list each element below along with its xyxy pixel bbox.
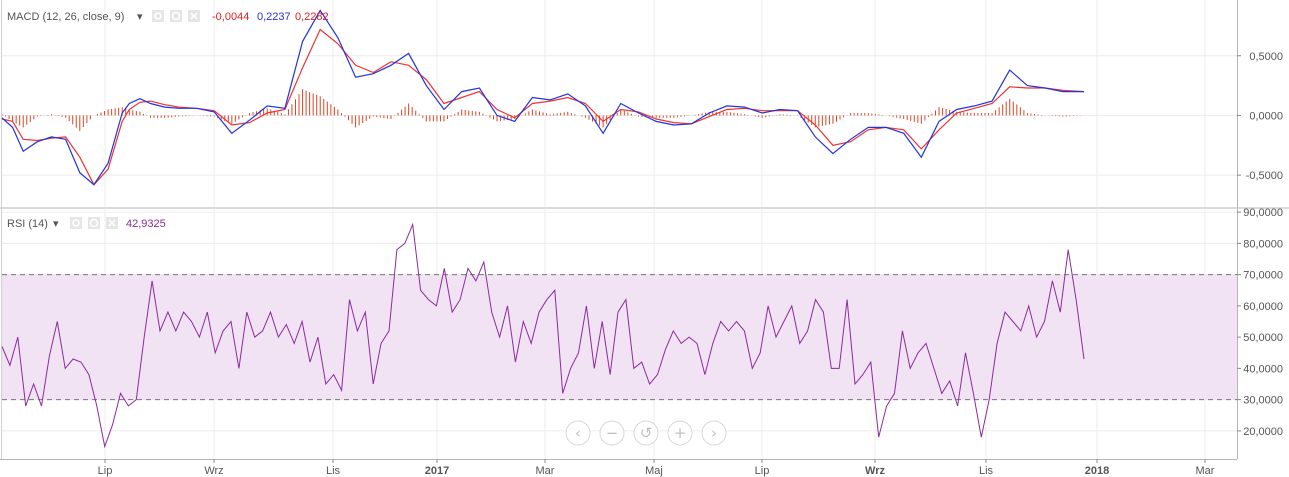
macd-signal-value: 0,2282 bbox=[295, 11, 329, 23]
navigation-controls: ‹ − ↺ + › bbox=[565, 420, 727, 446]
settings-icon[interactable] bbox=[152, 10, 164, 22]
y-tick-label: 0,5000 bbox=[1249, 51, 1283, 63]
macd-legend: MACD (12, 26, close, 9) ▾ -0,0044 0,2237… bbox=[7, 10, 329, 23]
nav-button-circle bbox=[667, 420, 693, 446]
y-tick-label: 90,0000 bbox=[1243, 207, 1283, 219]
x-tick-label: Wrz bbox=[865, 465, 885, 477]
nav-button-circle bbox=[565, 420, 591, 446]
y-tick-label: 20,0000 bbox=[1243, 426, 1283, 438]
y-axis-labels: 0,5000 0,0000 -0,5000 90,0000 80,0000 70,0000… bbox=[1237, 51, 1283, 438]
scroll-left-button[interactable]: ‹ bbox=[565, 420, 591, 446]
chevron-down-icon[interactable]: ▾ bbox=[53, 218, 59, 230]
series-lines bbox=[1, 9, 1085, 449]
close-icon[interactable] bbox=[106, 217, 118, 229]
plus-icon: + bbox=[674, 424, 687, 442]
x-tick-label: Lis bbox=[326, 465, 341, 477]
y-tick-label: 70,0000 bbox=[1243, 270, 1283, 282]
x-tick-label: Maj bbox=[645, 465, 663, 477]
pane-frames bbox=[0, 0, 1289, 460]
macd-histogram-value: -0,0044 bbox=[212, 11, 249, 23]
scroll-right-button[interactable]: › bbox=[701, 420, 727, 446]
rsi-legend-label: RSI (14) bbox=[7, 218, 48, 230]
reset-icon: ↺ bbox=[640, 424, 653, 442]
macd-histogram bbox=[1, 89, 1081, 131]
x-tick-label: 2017 bbox=[425, 465, 449, 477]
rsi-legend: RSI (14) ▾ 42,9325 bbox=[7, 217, 166, 230]
y-tick-label: 30,0000 bbox=[1243, 395, 1283, 407]
chevron-left-icon: ‹ bbox=[575, 424, 581, 442]
y-tick-label: 80,0000 bbox=[1243, 238, 1283, 250]
close-icon[interactable] bbox=[188, 10, 200, 22]
nav-button-circle bbox=[633, 420, 659, 446]
x-tick-label: Mar bbox=[536, 465, 555, 477]
zoom-in-button[interactable]: + bbox=[667, 420, 693, 446]
nav-button-circle bbox=[599, 420, 625, 446]
macd-line bbox=[1, 9, 1084, 186]
x-tick-label: Lip bbox=[755, 465, 770, 477]
rsi-band bbox=[2, 274, 1237, 400]
y-tick-label: 0,0000 bbox=[1249, 110, 1283, 122]
macd-line-value: 0,2237 bbox=[257, 11, 291, 23]
x-tick-label: Lip bbox=[98, 465, 113, 477]
macd-legend-label: MACD (12, 26, close, 9) bbox=[7, 11, 124, 23]
settings-gear-icon[interactable] bbox=[88, 217, 100, 229]
minus-icon: − bbox=[606, 424, 619, 442]
zoom-out-button[interactable]: − bbox=[599, 420, 625, 446]
x-tick-label: Wrz bbox=[204, 465, 223, 477]
y-tick-label: 50,0000 bbox=[1243, 332, 1283, 344]
settings-icon[interactable] bbox=[70, 217, 82, 229]
rsi-line bbox=[1, 222, 1085, 449]
nav-button-circle bbox=[701, 420, 727, 446]
y-tick-label: 40,0000 bbox=[1243, 363, 1283, 375]
chevron-down-icon[interactable]: ▾ bbox=[137, 11, 143, 23]
rsi-value: 42,9325 bbox=[126, 218, 166, 230]
rsi-band-lines bbox=[2, 274, 1237, 401]
y-tick-label: -0,5000 bbox=[1246, 170, 1283, 182]
y-tick-label: 60,0000 bbox=[1243, 301, 1283, 313]
x-tick-label: 2018 bbox=[1085, 465, 1109, 477]
x-tick-label: Mar bbox=[1196, 465, 1215, 477]
x-axis-labels: Lip Wrz Lis 2017 Mar Maj Lip Wrz Lis 2018 Mar bbox=[98, 459, 1215, 477]
chevron-right-icon: › bbox=[711, 424, 717, 442]
reset-button[interactable]: ↺ bbox=[633, 420, 659, 446]
settings-gear-icon[interactable] bbox=[170, 10, 182, 22]
x-tick-label: Lis bbox=[979, 465, 994, 477]
